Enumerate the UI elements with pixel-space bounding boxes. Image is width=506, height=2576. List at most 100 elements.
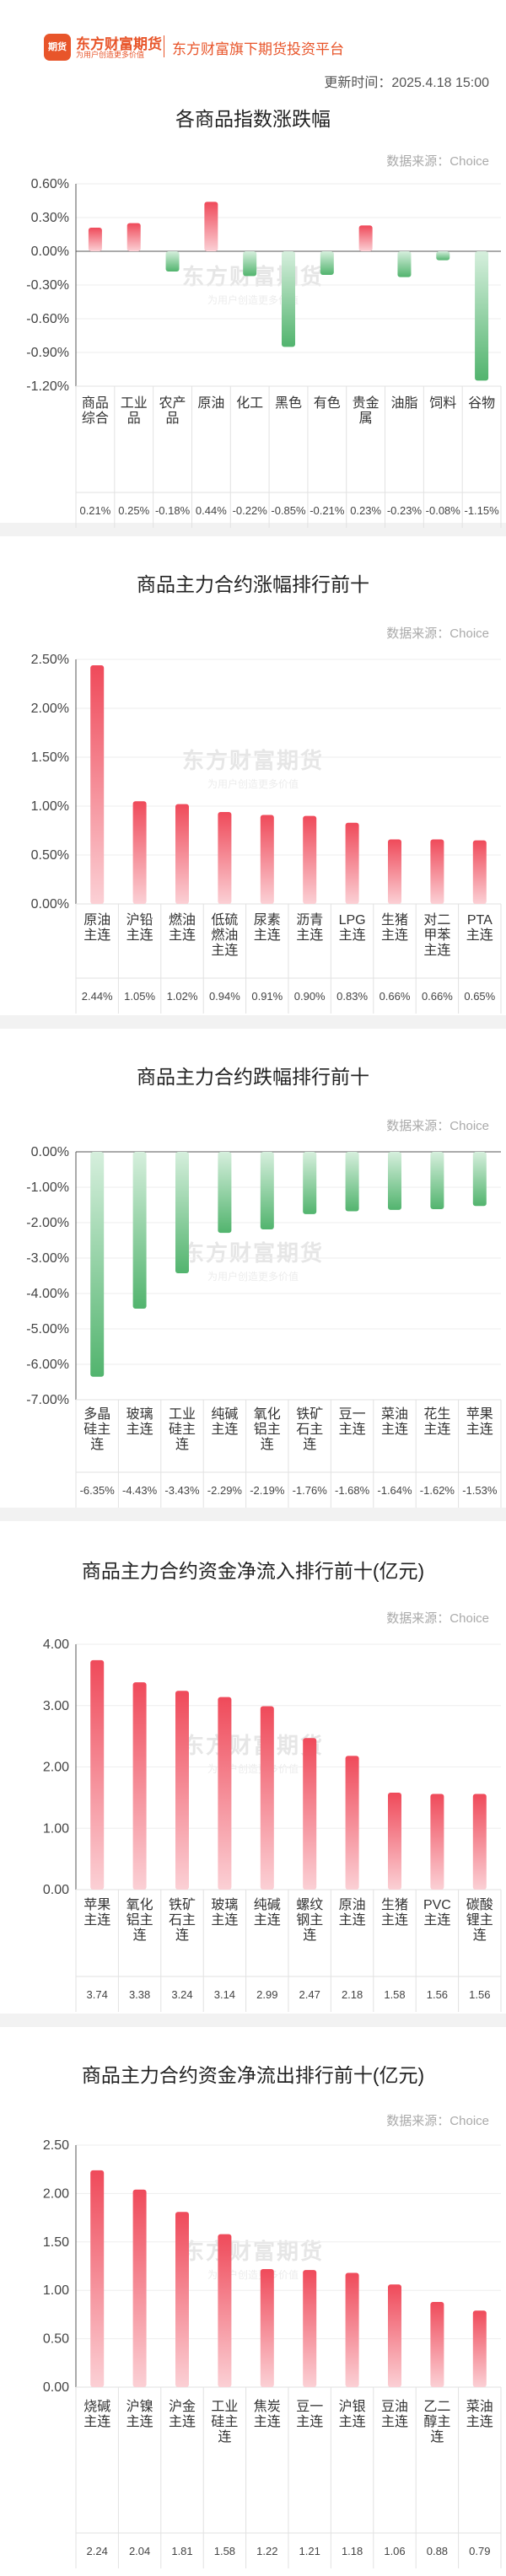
bar <box>472 2310 487 2387</box>
bar <box>260 2268 274 2387</box>
value-label: 0.21% <box>79 504 110 517</box>
header: 期货 东方财富期货 为用户创造更多价值 东方财富旗下期货投资平台 更新时间：20… <box>0 0 506 91</box>
bar <box>303 815 317 904</box>
bar <box>303 1738 317 1890</box>
data-source: 数据来源：Choice <box>386 1119 489 1133</box>
value-label: -2.29% <box>207 1484 243 1497</box>
value-label: 1.05% <box>124 990 155 1003</box>
category-label: 原油主连 <box>339 1897 366 1928</box>
bar <box>90 1152 105 1377</box>
value-label: 2.44% <box>82 990 113 1003</box>
y-tick-label: 0.00 <box>43 2380 69 2395</box>
data-source: 数据来源：Choice <box>386 2114 489 2128</box>
data-source: 数据来源：Choice <box>386 1611 489 1626</box>
category-label: 生猪主连 <box>381 912 408 943</box>
bar-chart-top-losers: 0.00% -1.00% -2.00% -3.00% -4.00% -5.00% -6.00… <box>26 1145 502 1508</box>
value-label: 0.66% <box>422 990 453 1003</box>
value-label: 1.22 <box>256 2545 277 2557</box>
bar <box>204 202 218 251</box>
value-label: -1.15% <box>464 504 499 517</box>
y-tick-label: -1.00% <box>26 1180 69 1195</box>
category-label: 有色 <box>314 395 341 411</box>
y-tick-label: -0.90% <box>26 346 69 360</box>
category-label: 纯碱主连 <box>211 1406 238 1437</box>
category-label: 农产品 <box>159 395 186 426</box>
value-label: -0.18% <box>155 504 191 517</box>
bar <box>218 1697 232 1890</box>
bar-chart-index-change: 0.60% 0.30% 0.00% -0.30% -0.60% -0.90% -1.20% 商… <box>26 177 502 528</box>
category-label: 多晶硅主连 <box>83 1406 110 1452</box>
y-tick-label: 2.00% <box>31 702 69 716</box>
value-label: 0.88 <box>427 2545 448 2557</box>
bar <box>430 1152 444 1210</box>
category-label: 玻璃主连 <box>126 1406 153 1437</box>
bar <box>430 1794 444 1890</box>
value-label: -6.35% <box>80 1484 116 1497</box>
category-label: PTA 主连 <box>466 913 493 943</box>
value-label: 1.58 <box>384 1988 405 2001</box>
category-label: 对二甲苯主连 <box>423 912 450 958</box>
value-label: 0.25% <box>118 504 149 517</box>
value-label: 0.66% <box>380 990 411 1003</box>
value-label: 1.58 <box>214 2545 235 2557</box>
category-label: 菜油主连 <box>466 2399 493 2429</box>
value-label: -2.19% <box>250 1484 285 1497</box>
y-tick-label: 1.00 <box>43 1821 69 1836</box>
category-label: 原油主连 <box>83 912 110 943</box>
value-label: 0.83% <box>336 990 368 1003</box>
value-label: -1.62% <box>420 1484 455 1497</box>
y-tick-label: 0.50 <box>43 2332 69 2347</box>
y-tick-label: 0.00% <box>31 245 69 259</box>
bar <box>90 1659 105 1890</box>
value-label: -3.43% <box>164 1484 200 1497</box>
category-label: 铁矿石主连 <box>169 1897 196 1943</box>
bar <box>472 1152 487 1207</box>
y-tick-label: 0.30% <box>31 211 69 225</box>
bar <box>132 1152 147 1310</box>
value-label: 0.79 <box>469 2545 490 2557</box>
category-label: 贵金属 <box>353 395 380 426</box>
chart-title: 各商品指数涨跌幅 <box>175 108 331 130</box>
y-tick-label: 1.50% <box>31 750 69 765</box>
value-label: -0.23% <box>387 504 423 517</box>
bar <box>436 251 450 261</box>
category-label: 氧化铝主连 <box>126 1897 153 1943</box>
bar <box>388 2284 401 2387</box>
value-label: 3.24 <box>171 1988 192 2001</box>
category-label: 乙二醇主连 <box>423 2400 450 2444</box>
category-label: 低硫燃油主连 <box>211 912 238 958</box>
category-label: PVC 主连 <box>423 1898 451 1928</box>
bar <box>218 811 232 904</box>
bar <box>88 228 102 251</box>
bar <box>430 839 444 904</box>
value-label: 1.56 <box>469 1988 490 2001</box>
bar <box>132 801 147 904</box>
value-label: -1.76% <box>293 1484 328 1497</box>
value-label: -0.85% <box>271 504 306 517</box>
chart-panel-top-losers: 商品主力合约跌幅排行前十 数据来源：Choice 东方财富期货 为用户创造更多价值… <box>0 1029 506 1508</box>
value-label: 2.24 <box>87 2545 108 2557</box>
y-tick-label: 1.00% <box>31 799 69 814</box>
y-tick-label: 0.60% <box>31 177 69 191</box>
bar <box>218 1152 232 1234</box>
category-label: 油脂 <box>390 395 417 411</box>
value-label: 3.14 <box>214 1988 235 2001</box>
category-label: 氧化铝主连 <box>254 1406 281 1452</box>
value-label: 0.91% <box>251 990 283 1003</box>
value-label: 3.38 <box>129 1988 150 2001</box>
y-tick-label: -6.00% <box>26 1358 69 1372</box>
y-tick-label: 2.00 <box>43 2186 69 2201</box>
category-label: 工业硅主连 <box>211 2399 238 2444</box>
value-label: -1.68% <box>335 1484 370 1497</box>
y-tick-label: 0.00% <box>31 1145 69 1159</box>
y-tick-label: 2.50 <box>43 2138 69 2153</box>
y-tick-label: 3.00 <box>43 1699 69 1713</box>
value-label: 1.56 <box>427 1988 448 2001</box>
update-time: 更新时间：2025.4.18 15:00 <box>324 76 489 90</box>
bar <box>260 1706 274 1890</box>
category-label: 沪镍主连 <box>126 2399 153 2429</box>
bar <box>345 2272 359 2387</box>
y-tick-label: -0.30% <box>26 278 69 293</box>
value-label: 1.06 <box>384 2545 405 2557</box>
bar <box>165 251 180 272</box>
